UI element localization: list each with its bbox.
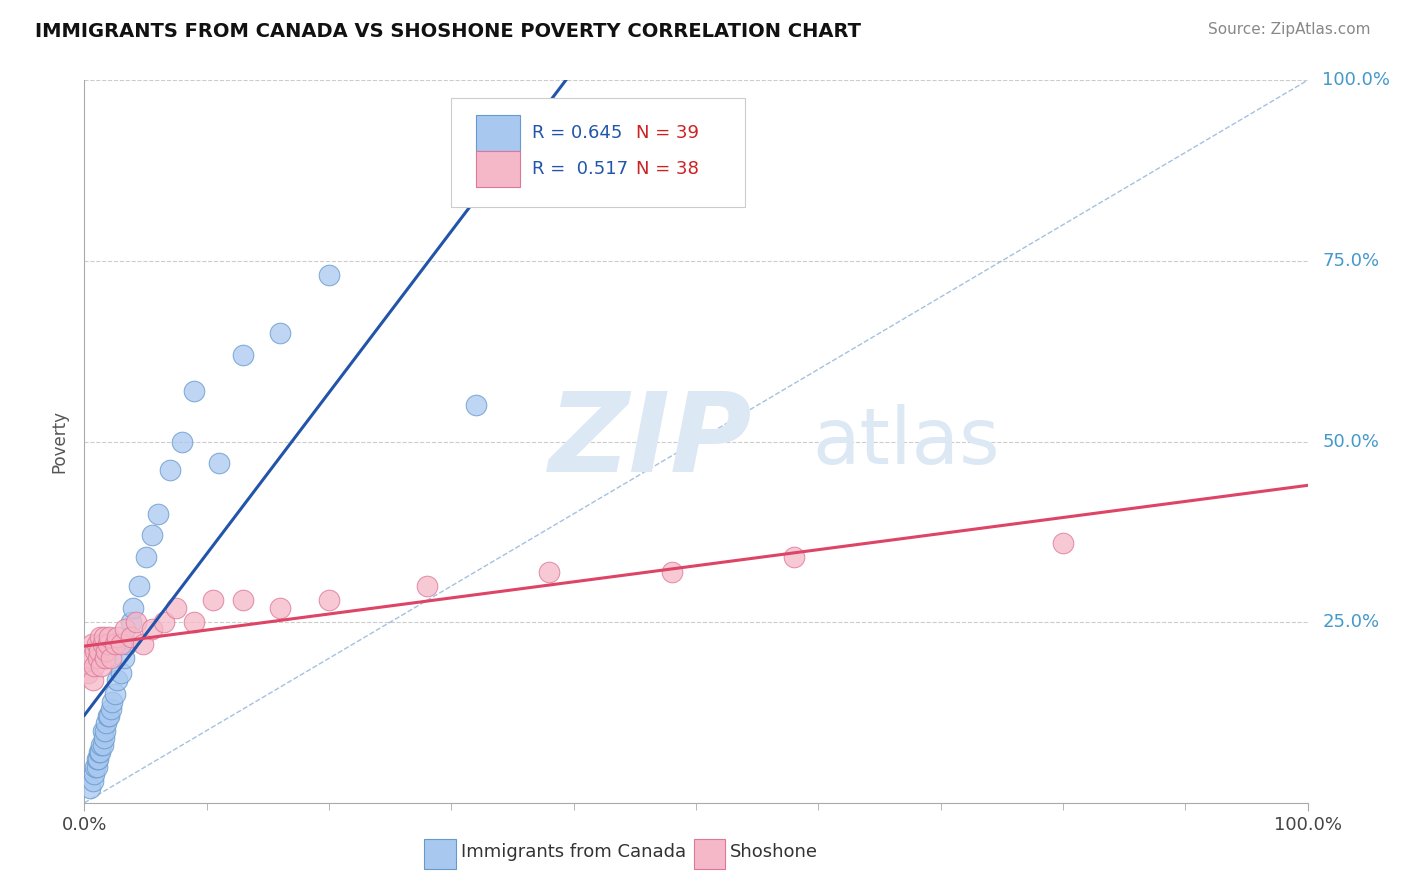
Point [135,550,157,565]
Point [86,752,108,766]
Point [115,637,138,651]
Point [79,781,101,796]
Point [87,752,110,766]
Point [661,565,683,579]
Point [91,637,114,651]
Text: R =  0.517: R = 0.517 [531,161,628,178]
Point [122,600,145,615]
Point [84,644,107,658]
Point [97,637,120,651]
Text: IMMIGRANTS FROM CANADA VS SHOSHONE POVERTY CORRELATION CHART: IMMIGRANTS FROM CANADA VS SHOSHONE POVER… [35,22,860,41]
Point [83,658,105,673]
Point [90,738,112,752]
Text: R = 0.645: R = 0.645 [531,124,623,142]
Point [120,615,142,630]
Text: 75.0%: 75.0% [1322,252,1379,270]
Point [97,709,120,723]
Text: Source: ZipAtlas.com: Source: ZipAtlas.com [1208,22,1371,37]
Point [97,630,120,644]
Point [318,593,340,607]
Y-axis label: Poverty: Poverty [51,410,69,473]
Point [416,579,439,593]
FancyBboxPatch shape [451,98,745,207]
Text: 100.0%: 100.0% [1322,71,1391,89]
Point [132,637,155,651]
Point [105,673,128,687]
Point [104,637,127,651]
FancyBboxPatch shape [475,115,520,151]
Point [183,384,205,398]
Point [82,774,104,789]
Point [232,348,254,362]
Point [201,593,224,607]
Point [90,658,112,673]
Point [114,623,136,637]
Point [153,615,176,630]
Text: 25.0%: 25.0% [1322,613,1379,632]
Point [87,745,110,759]
Point [1052,535,1074,549]
Point [93,731,115,745]
FancyBboxPatch shape [693,838,725,870]
Text: N = 39: N = 39 [636,124,699,142]
Point [89,745,111,759]
FancyBboxPatch shape [475,152,520,186]
Point [94,723,117,738]
Point [77,665,100,680]
Point [783,550,806,565]
Point [269,326,291,340]
Text: Shoshone: Shoshone [730,843,818,861]
Point [208,456,231,470]
Text: atlas: atlas [813,403,1000,480]
Point [83,767,105,781]
Point [120,630,142,644]
Point [318,268,340,283]
Point [464,398,486,412]
Point [97,709,120,723]
Point [87,651,110,665]
Point [159,463,181,477]
Point [86,760,108,774]
Point [100,702,122,716]
Point [96,716,118,731]
Point [269,600,291,615]
Point [105,630,128,644]
Point [146,507,169,521]
Text: ZIP: ZIP [550,388,752,495]
Point [599,131,621,145]
Point [79,651,101,665]
Point [82,673,104,687]
Point [141,623,163,637]
Point [538,565,561,579]
Text: 50.0%: 50.0% [1322,433,1379,450]
Point [101,695,124,709]
Point [125,615,148,630]
Text: N = 38: N = 38 [636,161,699,178]
Point [165,600,187,615]
Point [87,644,110,658]
Point [141,528,163,542]
Point [86,637,108,651]
Point [172,434,194,449]
Point [94,651,117,665]
Point [100,651,122,665]
Point [91,738,114,752]
Point [91,723,114,738]
Point [84,760,107,774]
Point [112,651,135,665]
Point [93,630,115,644]
Point [104,687,127,701]
Point [80,637,103,651]
Point [96,644,118,658]
Point [89,630,111,644]
Point [128,579,150,593]
FancyBboxPatch shape [425,838,456,870]
Text: Immigrants from Canada: Immigrants from Canada [461,843,686,861]
Point [110,637,132,651]
Point [110,665,132,680]
Point [232,593,254,607]
Point [183,615,205,630]
